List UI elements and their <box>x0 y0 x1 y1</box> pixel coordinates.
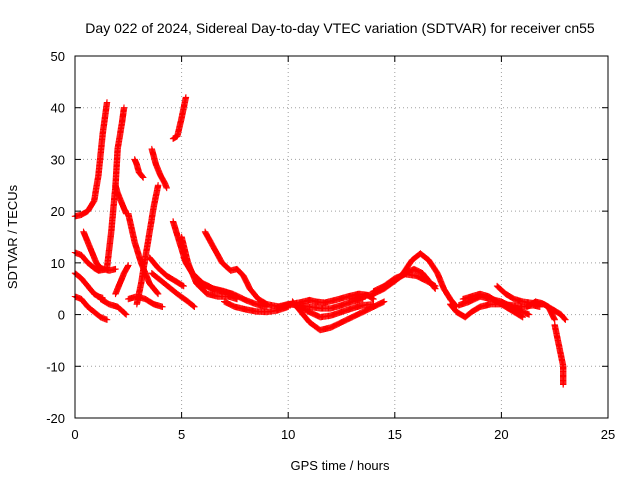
series-arc-36 <box>551 321 567 388</box>
series-arc-11 <box>125 293 166 310</box>
y-tick-label: 10 <box>51 256 65 271</box>
data-point <box>112 265 119 273</box>
series-arc-33 <box>459 290 526 321</box>
data-point <box>154 182 162 189</box>
data-point <box>103 316 111 323</box>
x-tick-label: 15 <box>388 427 402 442</box>
series-arc-30 <box>391 250 460 310</box>
data-point <box>561 315 568 323</box>
series-arc-5 <box>80 228 119 274</box>
data-point <box>525 311 533 318</box>
series-arc-12 <box>133 182 162 308</box>
y-tick-label: 0 <box>58 308 65 323</box>
grid-lines <box>75 56 608 418</box>
y-tick-label: 50 <box>51 49 65 64</box>
series-arc-9 <box>97 295 130 318</box>
data-point <box>139 173 146 180</box>
y-tick-label: 40 <box>51 101 65 116</box>
data-point <box>370 301 377 308</box>
y-tick-label: 30 <box>51 152 65 167</box>
plot-frame <box>74 55 609 419</box>
data-point <box>432 282 439 290</box>
data-point <box>562 316 569 323</box>
data-point <box>154 290 162 298</box>
data-point <box>560 381 567 388</box>
data-point <box>140 174 147 181</box>
data-point <box>190 302 197 310</box>
data-point <box>154 289 161 297</box>
y-tick-label: 20 <box>51 204 65 219</box>
data-point <box>380 298 388 305</box>
data-point <box>163 184 170 192</box>
series-arc-13 <box>131 156 147 181</box>
data-point <box>180 282 187 290</box>
data-point <box>519 314 526 321</box>
series-arc-16 <box>169 94 190 142</box>
chart-title: Day 022 of 2024, Sidereal Day-to-day VTE… <box>85 20 595 36</box>
y-tick-label: -10 <box>46 359 65 374</box>
data-point <box>182 94 190 101</box>
x-tick-label: 25 <box>601 427 615 442</box>
series-arc-8 <box>112 262 132 298</box>
data-point <box>159 303 166 310</box>
data-point <box>518 313 525 320</box>
data-point <box>191 303 198 310</box>
series-arc-15 <box>146 254 187 290</box>
y-axis-label: SDTVAR / TECUs <box>5 184 20 289</box>
x-tick-label: 10 <box>281 427 295 442</box>
series-arc-20 <box>148 270 198 310</box>
series-arc-22 <box>199 280 271 310</box>
data-point <box>379 299 387 306</box>
data-point <box>120 104 128 111</box>
data-point <box>123 311 130 318</box>
series-arc-28 <box>349 265 439 303</box>
x-tick-label: 0 <box>71 427 78 442</box>
series-arc-1 <box>71 99 111 220</box>
series-arc-14 <box>148 145 170 192</box>
x-tick-label: 20 <box>494 427 508 442</box>
x-axis-label: GPS time / hours <box>291 458 390 473</box>
x-tick-label: 5 <box>178 427 185 442</box>
data-points <box>71 94 569 388</box>
data-point <box>122 310 129 317</box>
series-arc-4 <box>71 293 111 323</box>
data-point <box>103 99 111 106</box>
y-tick-label: -20 <box>46 411 65 426</box>
data-point <box>125 262 132 269</box>
